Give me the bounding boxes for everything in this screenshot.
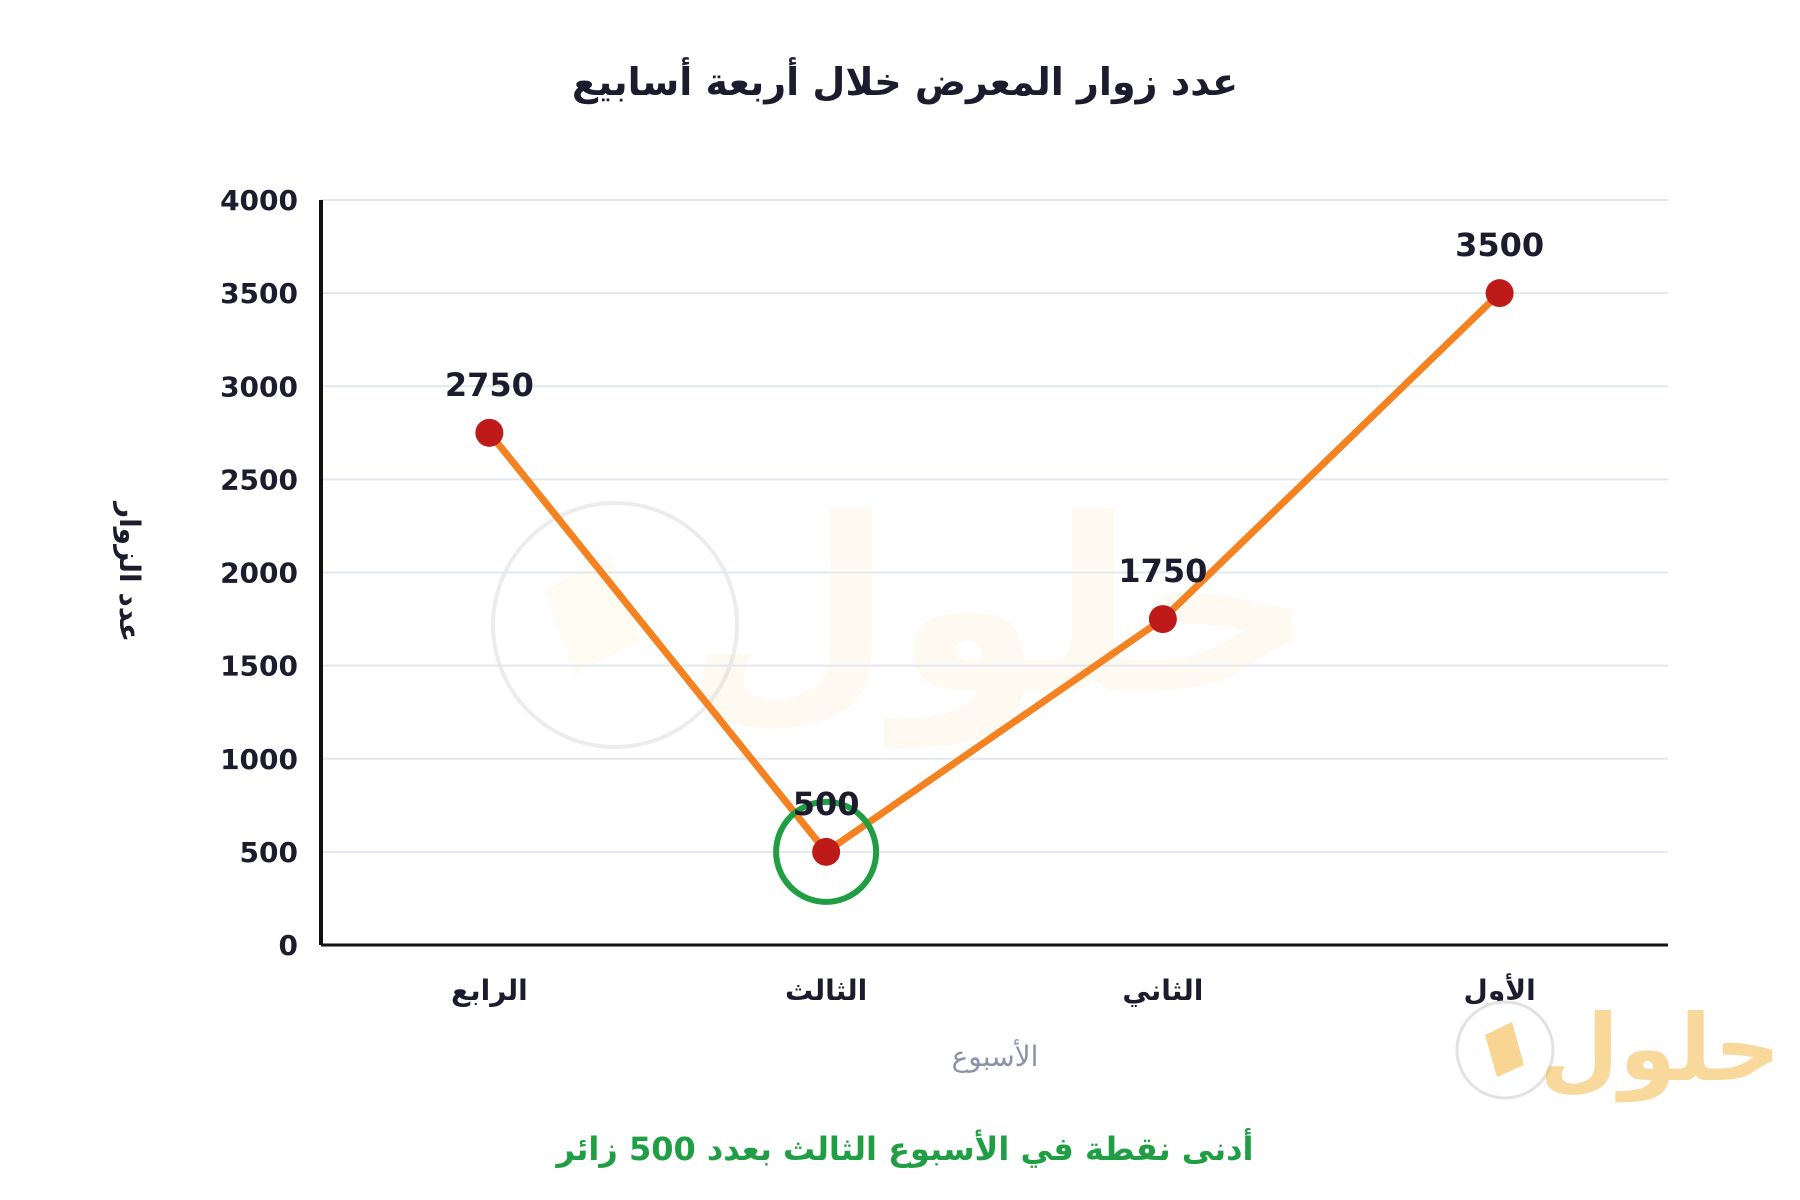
y-tick-label: 1000 — [220, 743, 298, 776]
x-tick-label: الثاني — [1122, 974, 1203, 1007]
data-label: 3500 — [1455, 226, 1544, 264]
data-point — [1148, 605, 1177, 634]
y-tick-label: 0 — [279, 929, 298, 962]
minimum-highlight-ring — [773, 798, 880, 905]
y-tick-label: 1500 — [220, 650, 298, 683]
watermark-text: حلول — [685, 467, 1315, 749]
x-axis-label: الأسبوع — [952, 1038, 1039, 1073]
y-tick-label: 4000 — [220, 184, 298, 217]
x-tick-label: الثالث — [785, 974, 867, 1007]
x-tick-labels: الرابع الثالث الثاني الأول — [451, 973, 1536, 1007]
data-label: 500 — [793, 785, 860, 823]
data-labels: 2750 500 1750 3500 — [445, 226, 1544, 823]
data-points — [475, 279, 1514, 866]
y-tick-label: 2500 — [220, 463, 298, 496]
logo-text: حلول — [1539, 995, 1780, 1103]
y-tick-labels: 0 500 1000 1500 2000 2500 3000 3500 4000 — [220, 184, 298, 962]
data-label: 1750 — [1118, 552, 1207, 590]
y-tick-label: 500 — [240, 836, 298, 869]
watermark: حلول — [491, 467, 1315, 749]
data-label: 2750 — [445, 366, 534, 404]
x-tick-label: الرابع — [451, 974, 528, 1007]
brand-logo: حلول — [1455, 995, 1781, 1103]
y-tick-label: 3000 — [220, 370, 298, 403]
minimum-annotation: أدنى نقطة في الأسبوع الثالث بعدد 500 زائ… — [554, 1128, 1253, 1168]
data-point — [1485, 279, 1514, 308]
y-tick-label: 2000 — [220, 557, 298, 590]
y-axis-label: عدد الزوار — [113, 500, 146, 642]
data-point — [812, 837, 841, 866]
data-point — [475, 418, 504, 447]
chart-title: عدد زوار المعرض خلال أربعة أسابيع — [572, 57, 1238, 105]
gridlines — [321, 199, 1668, 853]
y-tick-label: 3500 — [220, 277, 298, 310]
series-line — [485, 289, 1504, 856]
